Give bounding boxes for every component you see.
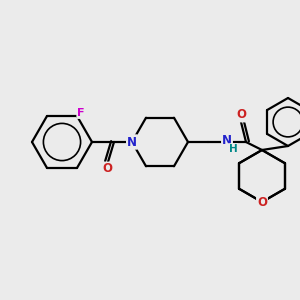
Text: N: N <box>222 134 232 148</box>
Text: O: O <box>102 163 112 176</box>
Text: F: F <box>77 108 85 118</box>
Text: N: N <box>127 136 137 148</box>
Text: O: O <box>257 196 267 208</box>
Text: O: O <box>236 109 246 122</box>
Text: H: H <box>229 144 237 154</box>
Text: N: N <box>127 136 137 148</box>
